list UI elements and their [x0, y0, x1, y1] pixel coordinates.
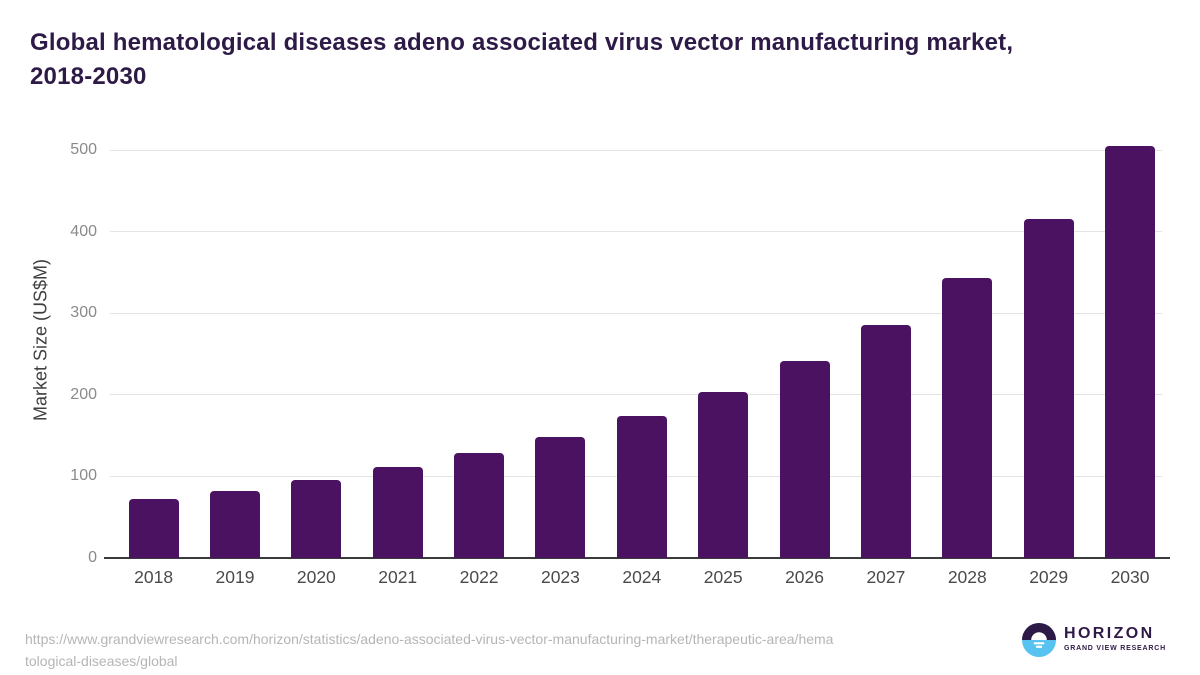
x-tick-label-2029: 2029	[1029, 567, 1069, 587]
source-url-line-2: tological-diseases/global	[25, 652, 178, 669]
bar-2019	[209, 491, 260, 558]
bar-2020	[291, 480, 342, 558]
x-tick-label-2023: 2023	[540, 567, 580, 587]
brand-logo: HORIZON GRAND VIEW RESEARCH	[1022, 623, 1166, 657]
source-url: https://www.grandviewresearch.com/horizo…	[25, 629, 833, 672]
chart-title-line-1: Global hematological diseases adeno asso…	[30, 29, 1014, 56]
x-tick-label-2022: 2022	[459, 567, 499, 587]
bar-2026	[779, 361, 830, 558]
x-tick-label-2027: 2027	[866, 567, 906, 587]
bar-2025	[698, 392, 749, 558]
gridline-300	[110, 312, 1162, 314]
bar-2023	[535, 437, 586, 558]
y-tick-label-500: 500	[70, 141, 97, 158]
bar-2030	[1105, 145, 1156, 558]
chart-title-line-2: 2018-2030	[30, 63, 147, 90]
x-tick-label-2028: 2028	[947, 567, 987, 587]
bar-2024	[616, 416, 667, 558]
y-tick-label-100: 100	[70, 467, 97, 485]
x-tick-label-2026: 2026	[785, 567, 825, 587]
x-tick-label-2025: 2025	[703, 567, 743, 587]
chart-title: Global hematological diseases adeno asso…	[30, 26, 1180, 94]
logo-wordmark: HORIZON	[1064, 625, 1155, 642]
logo-subtitle: GRAND VIEW RESEARCH	[1064, 645, 1166, 652]
brand-logo-text: HORIZON GRAND VIEW RESEARCH	[1064, 623, 1166, 653]
bar-2027	[860, 324, 911, 558]
bar-2021	[372, 466, 423, 558]
x-tick-label-2030: 2030	[1110, 567, 1150, 587]
x-axis-line	[104, 557, 1170, 559]
gridline-500	[110, 149, 1162, 151]
x-tick-label-2021: 2021	[378, 567, 418, 587]
y-tick-label-200: 200	[70, 385, 97, 403]
gridline-400	[110, 231, 1162, 233]
gridline-200	[110, 394, 1162, 396]
bar-2018	[128, 499, 179, 558]
bar-2022	[454, 452, 505, 558]
bar-2028	[942, 278, 993, 558]
bar-2029	[1023, 219, 1074, 558]
x-tick-label-2024: 2024	[622, 567, 662, 587]
source-url-line-1: https://www.grandviewresearch.com/horizo…	[25, 631, 834, 647]
y-tick-label-300: 300	[70, 304, 97, 322]
y-tick-label-0: 0	[88, 549, 97, 566]
horizon-sun-icon	[1022, 623, 1056, 657]
y-tick-label-400: 400	[70, 222, 97, 240]
x-tick-label-2020: 2020	[296, 567, 336, 587]
x-tick-label-2018: 2018	[134, 567, 174, 587]
x-tick-label-2019: 2019	[215, 567, 255, 587]
